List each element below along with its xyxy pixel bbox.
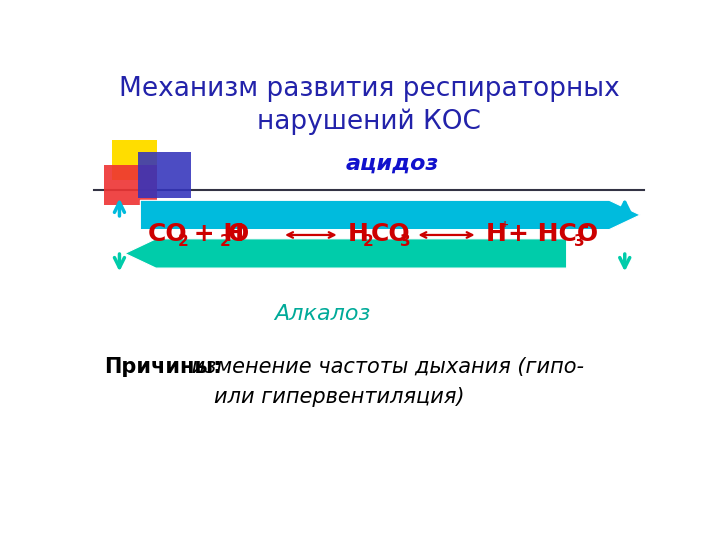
Text: O: O xyxy=(228,222,249,246)
Text: 2: 2 xyxy=(220,234,231,249)
Bar xyxy=(112,140,157,180)
Text: или гипервентиляция): или гипервентиляция) xyxy=(214,387,464,407)
Bar xyxy=(138,152,191,198)
Bar xyxy=(104,165,157,205)
Text: 2: 2 xyxy=(363,234,374,249)
Text: Механизм развития респираторных
нарушений КОС: Механизм развития респираторных нарушени… xyxy=(119,76,619,135)
Text: ⁺: ⁺ xyxy=(500,220,509,235)
Text: 2: 2 xyxy=(178,234,189,249)
Text: H: H xyxy=(347,222,368,246)
Text: + HCO: + HCO xyxy=(508,222,598,246)
FancyArrow shape xyxy=(140,200,640,230)
Text: CO: CO xyxy=(371,222,410,246)
Text: Алкалоз: Алкалоз xyxy=(274,303,371,323)
Text: 3: 3 xyxy=(574,234,584,249)
Text: H: H xyxy=(485,222,506,246)
Text: CO: CO xyxy=(148,222,188,246)
FancyArrow shape xyxy=(125,239,567,268)
Text: ацидоз: ацидоз xyxy=(346,154,439,174)
Text: Причины:: Причины: xyxy=(104,357,222,377)
Text: -: - xyxy=(581,218,588,237)
Text: + H: + H xyxy=(184,222,244,246)
Text: 3: 3 xyxy=(400,234,410,249)
Text: изменение частоты дыхания (гипо-: изменение частоты дыхания (гипо- xyxy=(185,357,585,377)
